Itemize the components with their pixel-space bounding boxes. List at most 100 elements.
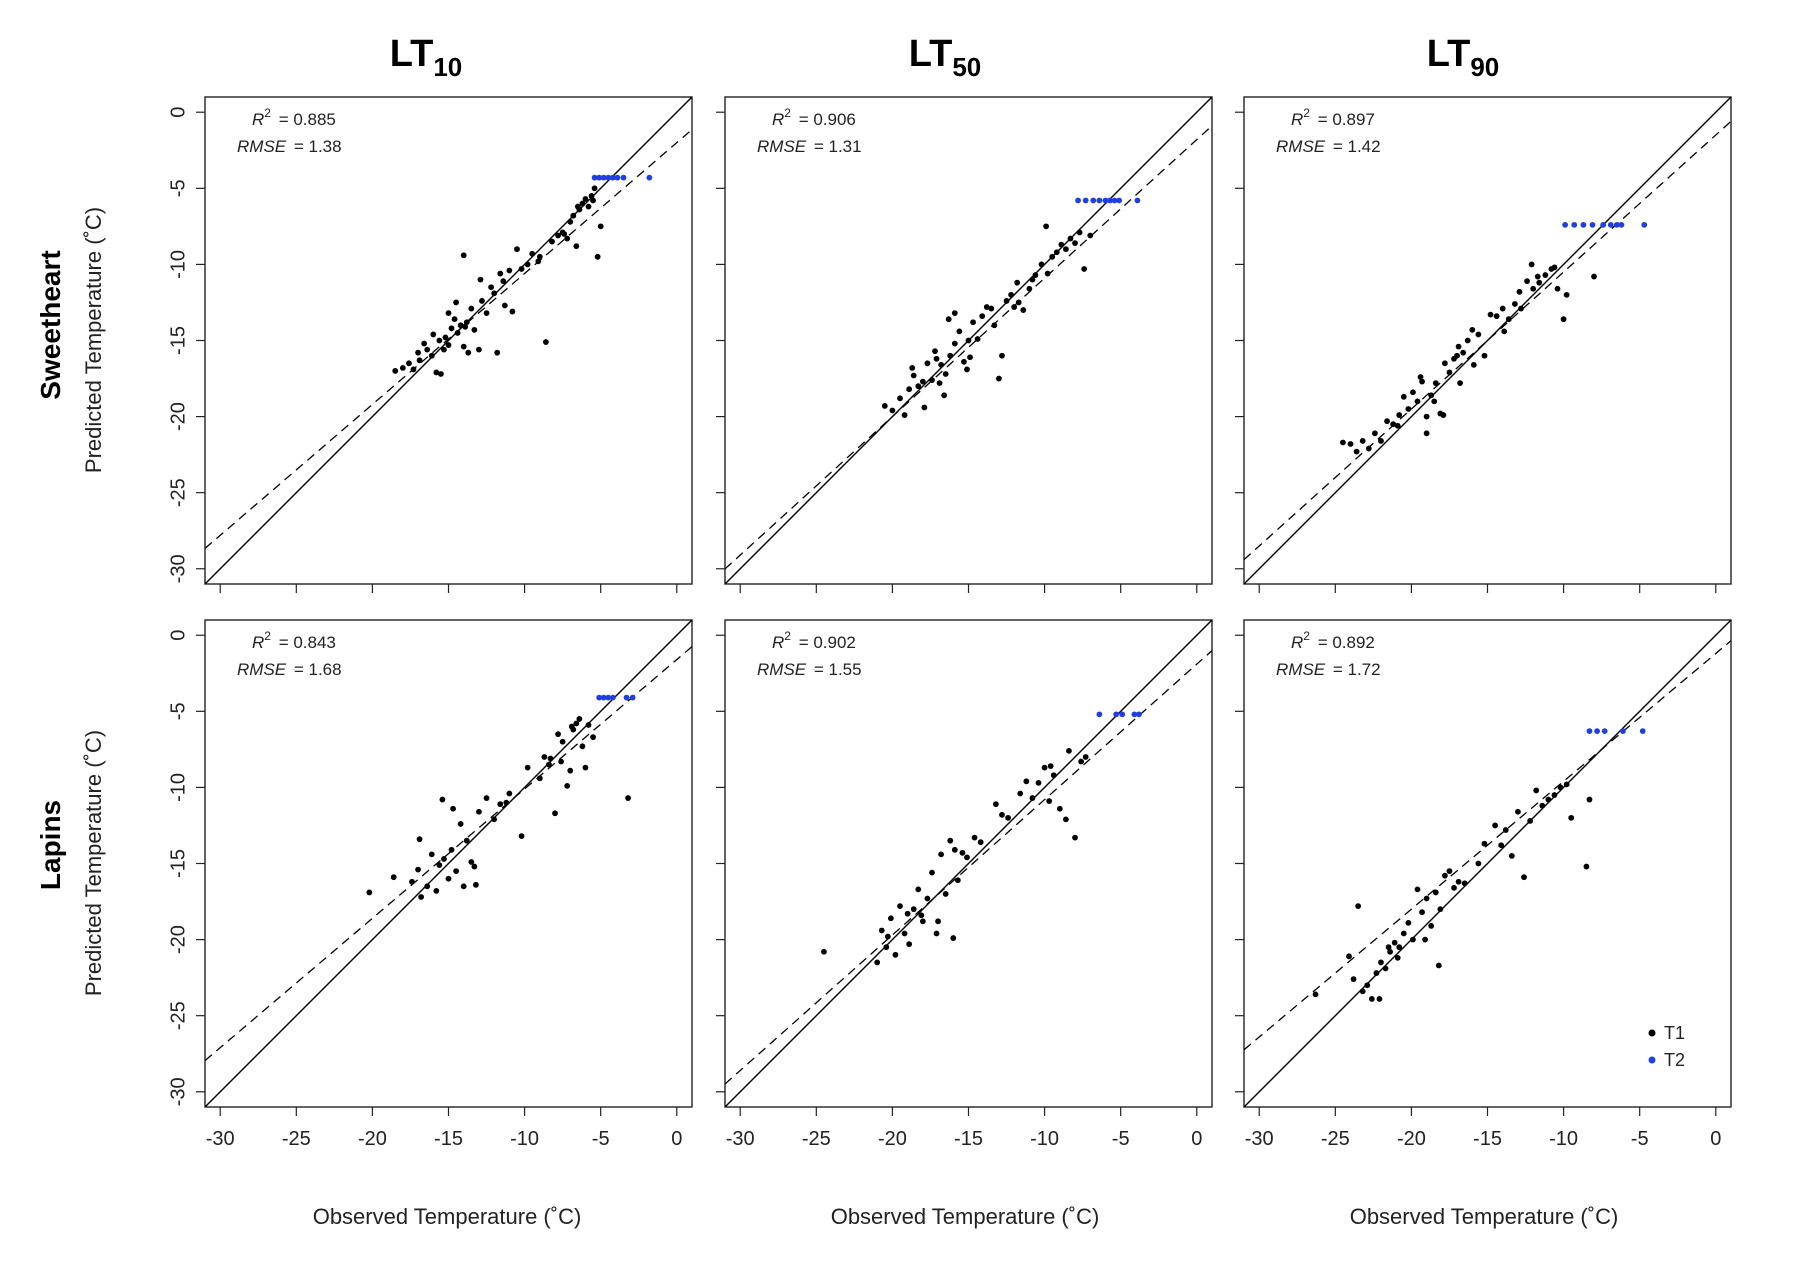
data-point-t1 — [494, 349, 501, 356]
data-point-t1 — [1029, 795, 1036, 801]
x-tick-label: -15 — [954, 1128, 983, 1150]
column-title-lt90: LT90 — [1427, 33, 1500, 82]
data-point-t1 — [1530, 285, 1537, 292]
plot-area — [205, 97, 692, 584]
data-point-t1 — [546, 761, 552, 768]
data-point-t1 — [468, 859, 475, 865]
data-point-t1 — [476, 808, 482, 815]
data-point-t1 — [1365, 445, 1372, 452]
data-point-t1 — [579, 200, 586, 207]
data-point-t1 — [1432, 889, 1439, 896]
data-point-t1 — [1047, 763, 1054, 769]
data-point-t1 — [518, 266, 525, 272]
data-point-t2 — [1601, 728, 1608, 734]
data-point-t1 — [932, 348, 938, 355]
data-point-t2 — [1119, 711, 1126, 718]
data-point-t1 — [951, 340, 958, 347]
data-point-t1 — [1023, 778, 1030, 785]
data-point-t1 — [453, 868, 460, 875]
data-point-t1 — [1441, 360, 1448, 367]
data-point-t1 — [582, 196, 589, 202]
rmse-label: RMSE = 1.31 — [757, 137, 862, 156]
data-point-t2 — [1116, 197, 1123, 204]
data-point-t1 — [1382, 965, 1389, 972]
data-point-t1 — [483, 310, 490, 317]
data-point-t1 — [1020, 307, 1027, 313]
data-point-t1 — [970, 319, 976, 326]
data-point-t1 — [996, 375, 1002, 382]
plot-area — [725, 97, 1212, 584]
data-point-t2 — [609, 694, 616, 701]
data-point-t1 — [1501, 328, 1508, 335]
data-point-t1 — [410, 366, 417, 373]
data-point-t1 — [1464, 337, 1471, 344]
y-axis-label-top: Predicted Temperature (˚C) — [81, 207, 106, 473]
data-point-t1 — [1355, 903, 1362, 910]
data-point-t1 — [821, 948, 827, 955]
data-point-t2 — [1613, 221, 1620, 228]
plot-area — [1244, 97, 1731, 584]
x-tick-label: 0 — [1710, 1128, 1721, 1150]
data-point-t1 — [1563, 291, 1570, 298]
data-point-t1 — [947, 352, 954, 359]
data-point-t1 — [942, 371, 949, 377]
data-point-t1 — [1528, 261, 1535, 268]
data-point-t1 — [947, 837, 954, 844]
data-point-t1 — [543, 339, 549, 345]
data-point-t1 — [1014, 279, 1021, 286]
data-point-t1 — [428, 851, 435, 858]
data-point-t1 — [889, 407, 896, 414]
data-point-t1 — [590, 197, 596, 204]
data-point-t1 — [1400, 393, 1407, 400]
data-point-t1 — [1032, 272, 1039, 278]
data-point-t1 — [992, 801, 999, 808]
data-point-t1 — [366, 889, 373, 896]
plot-area — [205, 620, 692, 1107]
data-point-t1 — [906, 386, 913, 393]
data-point-t1 — [445, 310, 452, 317]
y-tick-label: -25 — [167, 1001, 189, 1030]
panels-group: 0 -5 -10 -15 -20 -25 -30 R2 = 0.885 RMSE = 1.38 R… — [167, 96, 1732, 1150]
data-point-t1 — [1492, 822, 1499, 829]
panel-sweetheart-lt10: 0 -5 -10 -15 -20 -25 -30 R2 = 0.885 RMSE = 1.38 — [167, 96, 693, 593]
x-tick-label: -25 — [802, 1128, 831, 1150]
regression-line — [205, 129, 692, 549]
r-squared-label: R2 = 0.843 — [252, 629, 336, 652]
data-point-t1 — [1428, 922, 1435, 929]
data-point-t1 — [901, 930, 908, 937]
data-point-t1 — [971, 834, 978, 841]
data-point-t1 — [1583, 863, 1590, 870]
data-point-t1 — [1481, 352, 1488, 359]
x-axis-label-col1: Observed Temperature (˚C) — [313, 1204, 582, 1229]
data-point-t1 — [901, 412, 908, 418]
data-point-t2 — [605, 174, 612, 181]
data-point-t2 — [614, 174, 621, 181]
data-point-t1 — [921, 404, 928, 411]
data-point-t1 — [406, 360, 412, 367]
x-tick-label: -15 — [1473, 1128, 1502, 1150]
data-point-t1 — [1419, 909, 1425, 916]
data-point-t1 — [924, 360, 931, 367]
x-tick-label: -25 — [282, 1128, 311, 1150]
data-point-t1 — [1470, 361, 1477, 368]
data-point-t1 — [433, 887, 440, 894]
data-point-t1 — [497, 801, 504, 808]
data-point-t1 — [1394, 422, 1401, 429]
data-point-t1 — [1551, 264, 1558, 271]
data-point-t1 — [462, 323, 469, 330]
data-point-t1 — [936, 380, 943, 387]
data-point-t1 — [938, 361, 945, 368]
data-point-t1 — [424, 346, 431, 353]
data-point-t1 — [1082, 754, 1089, 760]
data-point-t1 — [1454, 352, 1460, 359]
data-point-t1 — [421, 340, 428, 347]
data-point-t1 — [1557, 784, 1564, 791]
data-point-t2 — [623, 694, 630, 701]
data-point-t1 — [1058, 241, 1065, 248]
data-point-t1 — [1396, 412, 1403, 418]
data-point-t1 — [594, 253, 601, 260]
data-point-t1 — [1396, 944, 1403, 951]
rmse-label: RMSE = 1.38 — [237, 137, 342, 156]
y-tick-label: -15 — [167, 849, 189, 878]
